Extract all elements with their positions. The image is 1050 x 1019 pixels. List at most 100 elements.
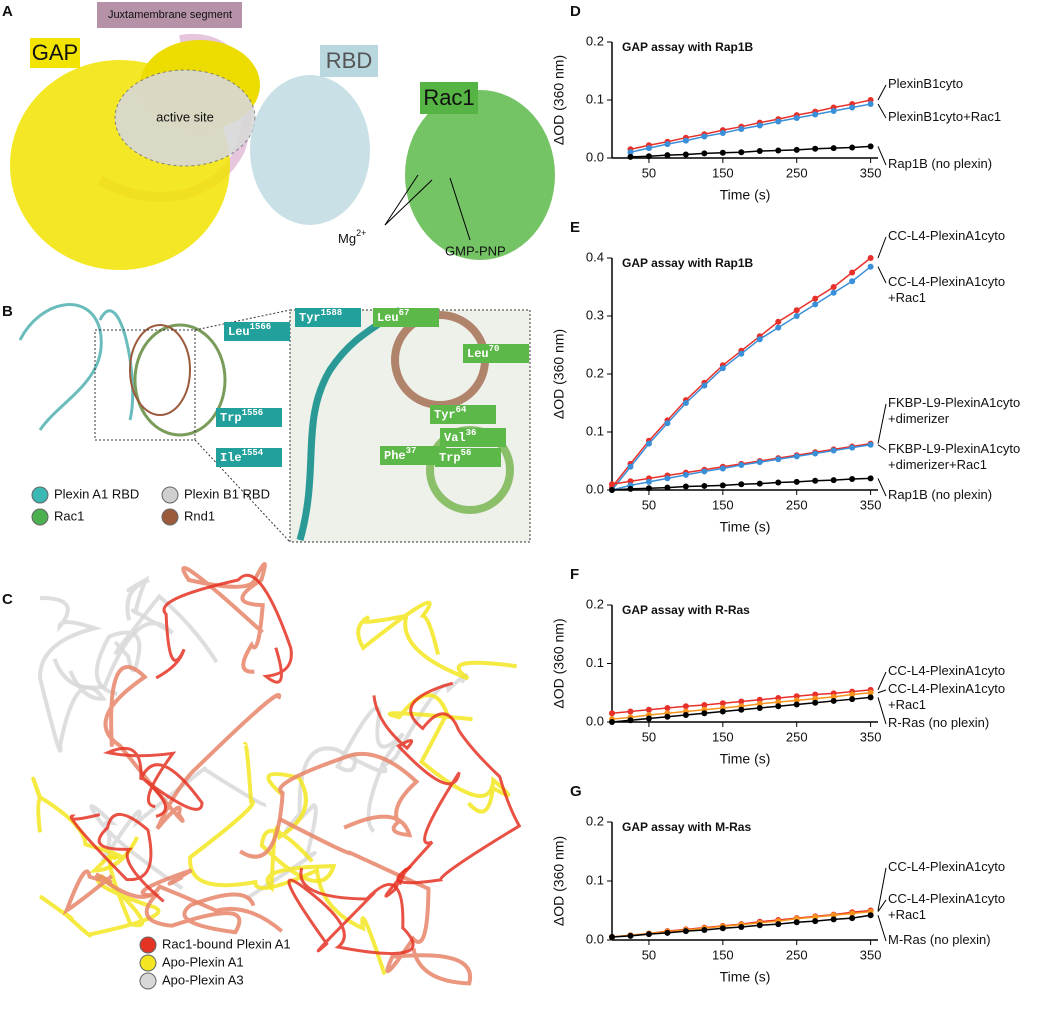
data-point: [812, 295, 819, 302]
data-point: [627, 932, 634, 939]
data-point: [664, 704, 671, 711]
series-label: CC-L4-PlexinA1cyto +Rac1: [888, 891, 1005, 922]
rac1-label-box: [420, 82, 478, 114]
ribbon: [356, 600, 517, 681]
series-label: CC-L4-PlexinA1cyto: [888, 859, 1005, 874]
data-point: [738, 149, 745, 156]
ribbon: [37, 596, 108, 753]
data-point: [738, 481, 745, 488]
data-point: [793, 146, 800, 153]
y-tick-label: 0.1: [586, 655, 604, 670]
panel-c-structure: [31, 561, 522, 986]
ribbon: [335, 673, 469, 773]
residue-box: [435, 448, 501, 467]
x-tick-label: 150: [712, 497, 734, 512]
gap-label-box: [30, 38, 80, 68]
residue-label: Trp56: [439, 448, 471, 465]
data-point: [849, 475, 856, 482]
label-leader: [877, 84, 887, 101]
x-tick-label: 250: [786, 947, 808, 962]
ribbon: [387, 693, 511, 814]
x-tick-label: 350: [860, 165, 882, 180]
y-tick-label: 0.1: [586, 423, 604, 438]
data-point: [738, 924, 745, 931]
data-point: [645, 931, 652, 938]
data-point: [775, 118, 782, 125]
x-axis-label: Time (s): [720, 969, 771, 985]
legend-swatch: [161, 508, 179, 526]
label-leader: [877, 236, 887, 259]
data-point: [664, 141, 671, 148]
rbd-domain: [250, 75, 370, 225]
data-point: [793, 114, 800, 121]
data-point: [812, 699, 819, 706]
data-point: [682, 711, 689, 718]
series-label: M-Ras (no plexin): [888, 932, 991, 947]
y-axis-label: ΔOD (360 nm): [551, 836, 567, 926]
data-point: [812, 918, 819, 925]
label-leader: [877, 899, 887, 912]
rbd-label-box: [320, 45, 378, 77]
residue-number: 67: [399, 308, 410, 318]
x-axis-label: Time (s): [720, 519, 771, 535]
data-point: [719, 482, 726, 489]
legend-label: Plexin B1 RBD: [184, 486, 270, 501]
residue-label: Val36: [444, 428, 476, 445]
x-tick-label: 150: [712, 947, 734, 962]
chart-title: GAP assay with M-Ras: [622, 820, 751, 834]
data-point: [830, 289, 837, 296]
y-tick-label: 0.3: [586, 307, 604, 322]
ribbon: [296, 307, 402, 541]
ribbon: [278, 817, 473, 986]
data-point: [775, 324, 782, 331]
data-point: [756, 459, 763, 466]
residue-box: [373, 308, 439, 327]
series-label: CC-L4-PlexinA1cyto: [888, 228, 1005, 243]
series-line: [611, 266, 872, 491]
y-tick-label: 0.0: [586, 931, 604, 946]
legend: Rac1-bound Plexin A1 Apo-Plexin A1 Apo-Ple…: [139, 936, 291, 990]
series-label: CC-L4-PlexinA1cyto +Rac1: [888, 681, 1005, 712]
panel-letter: E: [570, 219, 580, 236]
residue-name: Tyr: [434, 408, 456, 422]
series-label: CC-L4-PlexinA1cyto: [888, 663, 1005, 678]
label-leader: [877, 671, 887, 691]
data-point: [645, 145, 652, 152]
data-point: [682, 151, 689, 158]
x-tick-label: 50: [642, 729, 656, 744]
residue-label: Ile1554: [220, 448, 264, 465]
x-tick-label: 350: [860, 947, 882, 962]
zoom-box: [94, 329, 196, 441]
data-point: [645, 440, 652, 447]
data-point: [867, 441, 874, 448]
data-point: [719, 465, 726, 472]
x-tick-label: 250: [786, 729, 808, 744]
data-point: [701, 926, 708, 933]
series-label: FKBP-L9-PlexinA1cyto +dimerizer: [888, 395, 1020, 426]
data-point: [701, 710, 708, 717]
data-point: [664, 713, 671, 720]
label-leader: [877, 689, 887, 694]
data-point: [812, 145, 819, 152]
y-tick-label: 0.0: [586, 481, 604, 496]
data-point: [664, 420, 671, 427]
x-tick-label: 150: [712, 165, 734, 180]
data-point: [609, 710, 615, 717]
series-label: CC-L4-PlexinA1cyto +Rac1: [888, 274, 1005, 305]
ribbon: [287, 867, 415, 956]
label-leader: [877, 444, 887, 451]
legend-label: Apo-Plexin A1: [162, 954, 244, 969]
juxtamembrane-box: [97, 2, 242, 28]
y-axis-label: ΔOD (360 nm): [551, 55, 567, 145]
data-point: [664, 152, 671, 159]
panel-letter: B: [2, 303, 13, 320]
legend: Plexin A1 RBD Plexin B1 RBD Rac1 Rnd1: [31, 486, 270, 526]
data-point: [867, 912, 874, 919]
data-point: [701, 468, 708, 475]
data-point: [682, 471, 689, 478]
residue-number: 1556: [242, 408, 264, 418]
series-label: PlexinB1cyto: [888, 76, 963, 91]
residue-number: 70: [489, 344, 500, 354]
rac1-domain: [405, 90, 555, 260]
residue-number: 1554: [242, 448, 264, 458]
